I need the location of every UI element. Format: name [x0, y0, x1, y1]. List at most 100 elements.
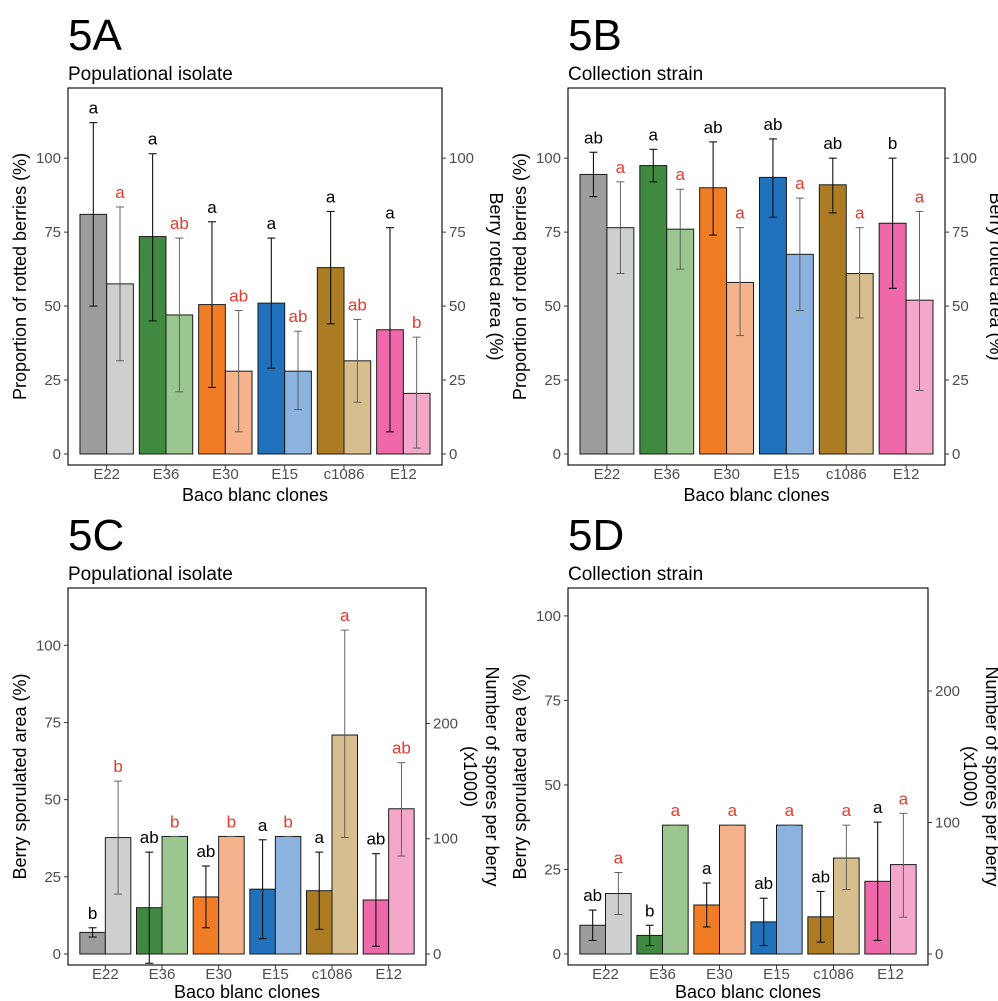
x-tick-label: E30 [212, 466, 239, 483]
left-tick-label: 50 [44, 298, 61, 315]
significance-letter-primary: ab [366, 830, 385, 849]
panel-subtitle: Collection strain [568, 564, 703, 585]
right-tick-label: 25 [449, 372, 466, 389]
x-tick-label: E36 [153, 466, 180, 483]
right-tick-label: 25 [952, 372, 969, 389]
significance-letter-secondary: ab [392, 739, 411, 758]
y-axis-title-right: Number of spores per berry [482, 666, 502, 886]
right-tick-label: 200 [935, 683, 960, 700]
significance-letter-primary: a [258, 816, 268, 835]
significance-letter-primary: a [267, 214, 277, 233]
x-tick-label: E12 [893, 466, 920, 483]
significance-letter-primary: ab [140, 828, 159, 847]
significance-letter-primary: a [207, 198, 217, 217]
x-tick-label: c1086 [813, 966, 854, 983]
y-axis-title-right-unit: (x1000) [960, 746, 980, 807]
left-tick-label: 75 [544, 224, 561, 241]
right-tick-label: 50 [449, 298, 466, 315]
significance-letter-secondary: b [412, 313, 421, 332]
right-tick-label: 100 [952, 150, 977, 167]
left-tick-label: 100 [536, 608, 561, 625]
bar-secondary-e36 [662, 824, 689, 955]
x-tick-label: E15 [262, 966, 289, 983]
left-tick-label: 0 [53, 946, 61, 963]
x-tick-label: E15 [773, 466, 800, 483]
panel-subtitle: Collection strain [568, 64, 703, 85]
right-tick-label: 200 [433, 715, 458, 732]
bar-primary-e36 [639, 165, 668, 455]
left-tick-label: 0 [53, 446, 61, 463]
bar-secondary-e15 [776, 824, 803, 955]
right-tick-label: 75 [449, 224, 466, 241]
right-tick-label: 100 [433, 831, 458, 848]
plot-frame [567, 587, 929, 966]
panel-5d: 5D Collection strain 0 25 50 75 100 0 100 200 Berr… [510, 511, 998, 1001]
right-tick-label: 0 [952, 446, 960, 463]
x-tick-label: E15 [271, 466, 298, 483]
x-tick-label: E22 [93, 466, 120, 483]
x-tick-label: c1086 [826, 466, 867, 483]
left-tick-label: 50 [544, 298, 561, 315]
significance-letter-secondary: ab [348, 295, 367, 314]
significance-letter-primary: b [645, 901, 654, 920]
y-axis-title-right: Berry rotted area (%) [986, 192, 998, 360]
right-tick-label: 50 [952, 298, 969, 315]
left-tick-label: 75 [44, 714, 61, 731]
significance-letter-secondary: a [340, 606, 350, 625]
significance-letter-secondary: a [616, 158, 626, 177]
bar-secondary-e30 [218, 835, 245, 955]
x-tick-label: E36 [149, 966, 176, 983]
x-axis-title: Baco blanc clones [182, 485, 328, 505]
plot-frame [67, 87, 443, 466]
significance-letter-secondary: b [227, 812, 236, 831]
panel-subtitle: Populational isolate [68, 64, 233, 85]
significance-letter-secondary: b [113, 757, 122, 776]
panel-label: 5C [68, 511, 124, 560]
x-tick-label: E36 [649, 966, 676, 983]
significance-letter-primary: ab [811, 867, 830, 886]
y-axis-title-left: Proportion of rotted berries (%) [510, 153, 530, 400]
left-tick-label: 25 [44, 372, 61, 389]
panel-label: 5A [68, 11, 122, 60]
left-tick-label: 50 [544, 777, 561, 794]
x-tick-label: c1086 [324, 466, 365, 483]
plot-frame [567, 87, 946, 466]
x-tick-label: E30 [713, 466, 740, 483]
bar-primary-c1086 [818, 184, 847, 455]
significance-letter-secondary: a [842, 801, 852, 820]
left-tick-label: 100 [36, 637, 61, 654]
significance-letter-primary: ab [584, 128, 603, 147]
right-tick-label: 0 [433, 946, 441, 963]
significance-letter-primary: a [89, 99, 99, 118]
right-tick-label: 0 [935, 946, 943, 963]
bar-primary-e15 [758, 176, 787, 455]
significance-letter-primary: a [702, 859, 712, 878]
significance-letter-secondary: a [115, 183, 125, 202]
left-tick-label: 75 [544, 692, 561, 709]
panel-label: 5D [568, 511, 624, 560]
panel-subtitle: Populational isolate [68, 564, 233, 585]
bar-secondary-e15 [274, 835, 302, 955]
x-tick-label: E22 [592, 966, 619, 983]
bar-secondary-e36 [161, 835, 188, 955]
x-tick-label: E22 [594, 466, 621, 483]
significance-letter-secondary: a [795, 174, 805, 193]
significance-letter-primary: a [873, 798, 883, 817]
significance-letter-primary: b [88, 904, 97, 923]
left-tick-label: 25 [544, 372, 561, 389]
significance-letter-secondary: b [170, 812, 179, 831]
y-axis-title-right-unit: (x1000) [460, 746, 480, 807]
y-axis-title-left: Berry sporulated area (%) [10, 673, 30, 879]
right-tick-label: 100 [935, 815, 960, 832]
panel-5a: 5A Populational isolate 0 25 50 75 100 0 25 50 75 1… [10, 11, 506, 505]
x-axis-title: Baco blanc clones [683, 485, 829, 505]
x-axis-title: Baco blanc clones [174, 982, 320, 1001]
significance-letter-secondary: a [671, 801, 681, 820]
right-tick-label: 0 [449, 446, 457, 463]
significance-letter-secondary: a [855, 204, 865, 223]
significance-letter-primary: ab [754, 874, 773, 893]
significance-letter-secondary: a [675, 165, 685, 184]
significance-letter-primary: a [649, 125, 659, 144]
left-tick-label: 25 [544, 861, 561, 878]
